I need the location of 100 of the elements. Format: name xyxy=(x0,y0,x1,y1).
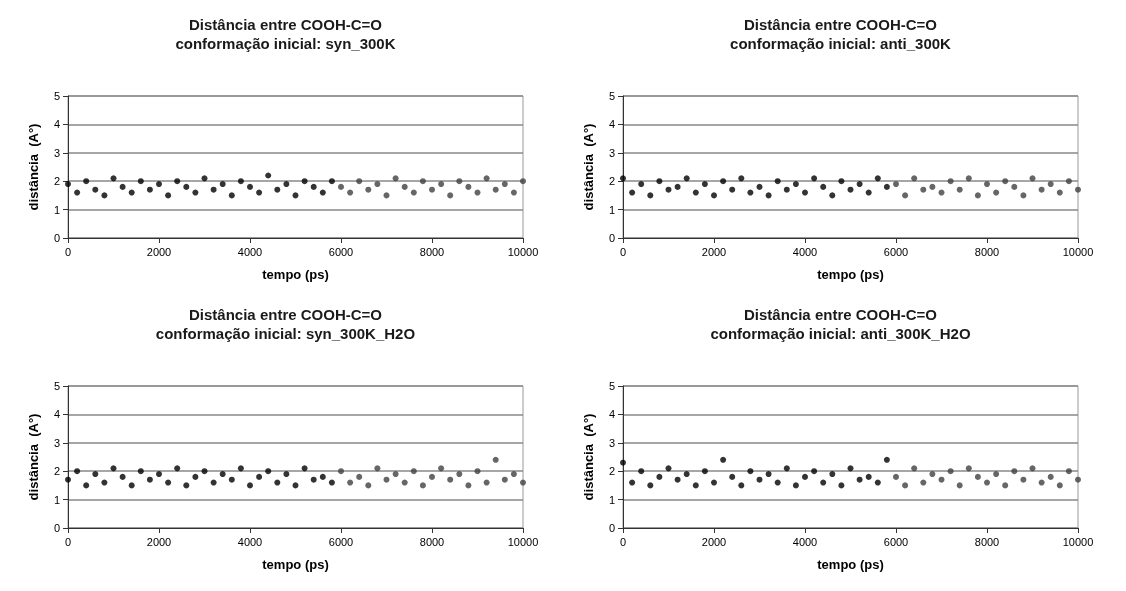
point xyxy=(247,183,253,190)
point xyxy=(1047,181,1054,188)
chart-title: Distância entre COOH-C=O xyxy=(744,16,938,33)
point xyxy=(174,178,181,185)
point xyxy=(228,192,235,199)
point xyxy=(410,189,417,196)
y-tick-label: 1 xyxy=(53,493,60,506)
y-tick-label: 0 xyxy=(608,522,615,534)
y-tick-label: 0 xyxy=(53,232,60,244)
y-tick-label: 0 xyxy=(53,522,60,534)
y-tick-label: 5 xyxy=(608,380,615,392)
y-axis-title: distância (A°) xyxy=(26,413,41,501)
y-tick-label: 2 xyxy=(53,175,60,188)
point xyxy=(419,178,426,185)
point xyxy=(447,192,454,199)
x-tick-label: 6000 xyxy=(328,245,354,258)
point xyxy=(256,473,263,480)
point xyxy=(947,178,954,185)
point xyxy=(820,479,827,486)
point xyxy=(192,473,199,480)
point xyxy=(1011,183,1018,190)
point xyxy=(911,465,918,472)
y-tick-label: 3 xyxy=(608,146,615,159)
point xyxy=(338,183,344,190)
point xyxy=(883,456,890,463)
chart-title: Distância entre COOH-C=O xyxy=(744,306,938,323)
point xyxy=(1056,189,1063,196)
point xyxy=(620,459,626,466)
point xyxy=(501,181,508,188)
point xyxy=(492,186,499,193)
point xyxy=(729,473,736,480)
point xyxy=(1002,482,1009,489)
point xyxy=(456,471,463,478)
point xyxy=(856,181,863,188)
point xyxy=(902,192,909,199)
point xyxy=(310,476,317,483)
x-tick-label: 0 xyxy=(619,535,627,548)
point xyxy=(838,178,845,185)
point xyxy=(1038,186,1045,193)
point xyxy=(711,192,717,199)
point xyxy=(1011,468,1018,475)
point xyxy=(456,178,463,185)
y-tick-label: 5 xyxy=(53,90,60,102)
point xyxy=(310,183,317,190)
point xyxy=(283,471,290,478)
x-tick-label: 6000 xyxy=(883,535,909,548)
point xyxy=(465,183,472,190)
point xyxy=(283,181,290,188)
point xyxy=(838,482,845,489)
point xyxy=(210,186,217,193)
x-tick-label: 2000 xyxy=(701,535,727,548)
point xyxy=(674,183,681,190)
point xyxy=(429,186,435,193)
point xyxy=(210,479,217,486)
point xyxy=(656,473,663,480)
point xyxy=(438,465,445,472)
point xyxy=(65,181,71,188)
point xyxy=(974,192,981,199)
point xyxy=(174,465,181,472)
point xyxy=(629,479,636,486)
point xyxy=(774,178,781,185)
y-axis-title: distância (A°) xyxy=(581,123,596,211)
point xyxy=(365,482,372,489)
x-tick-label: 4000 xyxy=(237,535,263,548)
point xyxy=(665,186,672,193)
point xyxy=(401,183,408,190)
x-tick-label: 10000 xyxy=(507,245,539,258)
x-tick-label: 6000 xyxy=(328,535,354,548)
point xyxy=(265,172,272,179)
point xyxy=(638,181,645,188)
point xyxy=(1047,473,1054,480)
point xyxy=(74,468,81,475)
point xyxy=(501,476,508,483)
point xyxy=(137,468,144,475)
point xyxy=(738,175,745,182)
point xyxy=(383,476,390,483)
point xyxy=(792,482,799,489)
y-tick-label: 0 xyxy=(608,232,615,244)
point xyxy=(392,175,399,182)
point xyxy=(756,476,763,483)
point xyxy=(101,192,108,199)
point xyxy=(146,476,153,483)
point xyxy=(974,473,981,480)
point xyxy=(237,178,244,185)
x-tick-label: 4000 xyxy=(792,535,818,548)
point xyxy=(338,468,344,475)
point xyxy=(192,189,199,196)
point xyxy=(783,186,790,193)
point xyxy=(1020,192,1027,199)
point xyxy=(119,473,126,480)
chart-subtitle: conformação inicial: anti_300K_H2O xyxy=(710,325,971,342)
point xyxy=(683,471,690,478)
point xyxy=(893,181,899,188)
point xyxy=(965,465,972,472)
point xyxy=(128,482,135,489)
x-tick-label: 8000 xyxy=(419,535,445,548)
point xyxy=(74,189,81,196)
point xyxy=(219,471,226,478)
point xyxy=(274,186,281,193)
y-tick-label: 5 xyxy=(608,90,615,102)
